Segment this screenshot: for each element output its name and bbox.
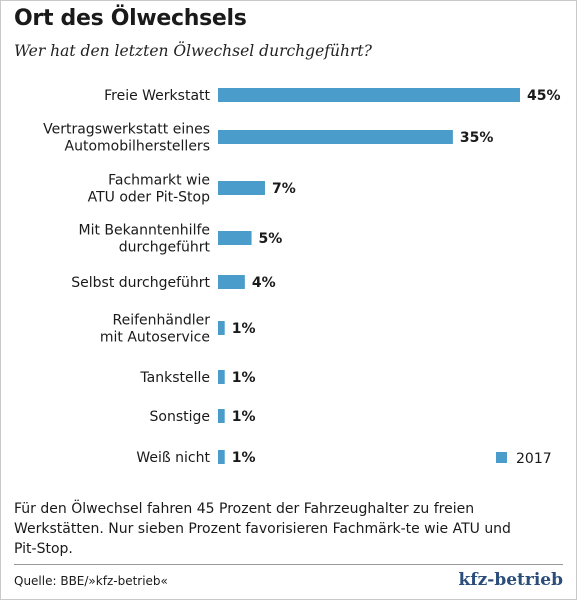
data-label: 5% — [259, 231, 283, 247]
category-label: Weiß nicht — [136, 450, 210, 466]
bar — [218, 409, 225, 423]
bar — [218, 321, 225, 335]
data-label: 1% — [232, 450, 256, 466]
data-label: 1% — [232, 321, 256, 337]
category-label: Fachmarkt wie ATU oder Pit-Stop — [88, 173, 211, 206]
bar — [218, 130, 453, 144]
bar — [218, 231, 252, 245]
category-label: Freie Werkstatt — [104, 88, 210, 104]
legend-swatch — [496, 452, 507, 463]
footnote-text: Für den Ölwechsel fahren 45 Prozent der … — [14, 501, 511, 557]
category-label: Selbst durchgeführt — [71, 275, 210, 291]
data-label: 35% — [460, 130, 494, 146]
bar — [218, 275, 245, 289]
bar-chart: Freie Werkstatt 45% Vertragswerkstatt eine… — [43, 88, 561, 467]
brand-logo: kfz-betrieb — [458, 570, 563, 590]
divider — [14, 564, 563, 565]
category-label: Sonstige — [150, 409, 211, 425]
data-label: 45% — [527, 88, 561, 104]
chart-title: Ort des Ölwechsels — [14, 6, 247, 31]
data-label: 7% — [272, 181, 296, 197]
category-label: Vertragswerkstatt eines Automobilherstell… — [43, 122, 210, 155]
bar — [218, 450, 225, 464]
data-label: 1% — [232, 370, 256, 386]
category-label: Mit Bekanntenhilfe durchgeführt — [79, 223, 211, 256]
data-label: 1% — [232, 409, 256, 425]
source-text: Quelle: BBE/»kfz-betrieb« — [14, 574, 168, 588]
chart-subtitle: Wer hat den letzten Ölwechsel durchgefüh… — [14, 42, 372, 60]
category-label: Tankstelle — [139, 370, 210, 386]
data-label: 4% — [252, 275, 276, 291]
category-label: Reifenhändler mit Autoservice — [100, 313, 210, 346]
bar — [218, 370, 225, 384]
legend-label: 2017 — [516, 451, 552, 467]
bar — [218, 181, 265, 195]
bar — [218, 88, 520, 102]
